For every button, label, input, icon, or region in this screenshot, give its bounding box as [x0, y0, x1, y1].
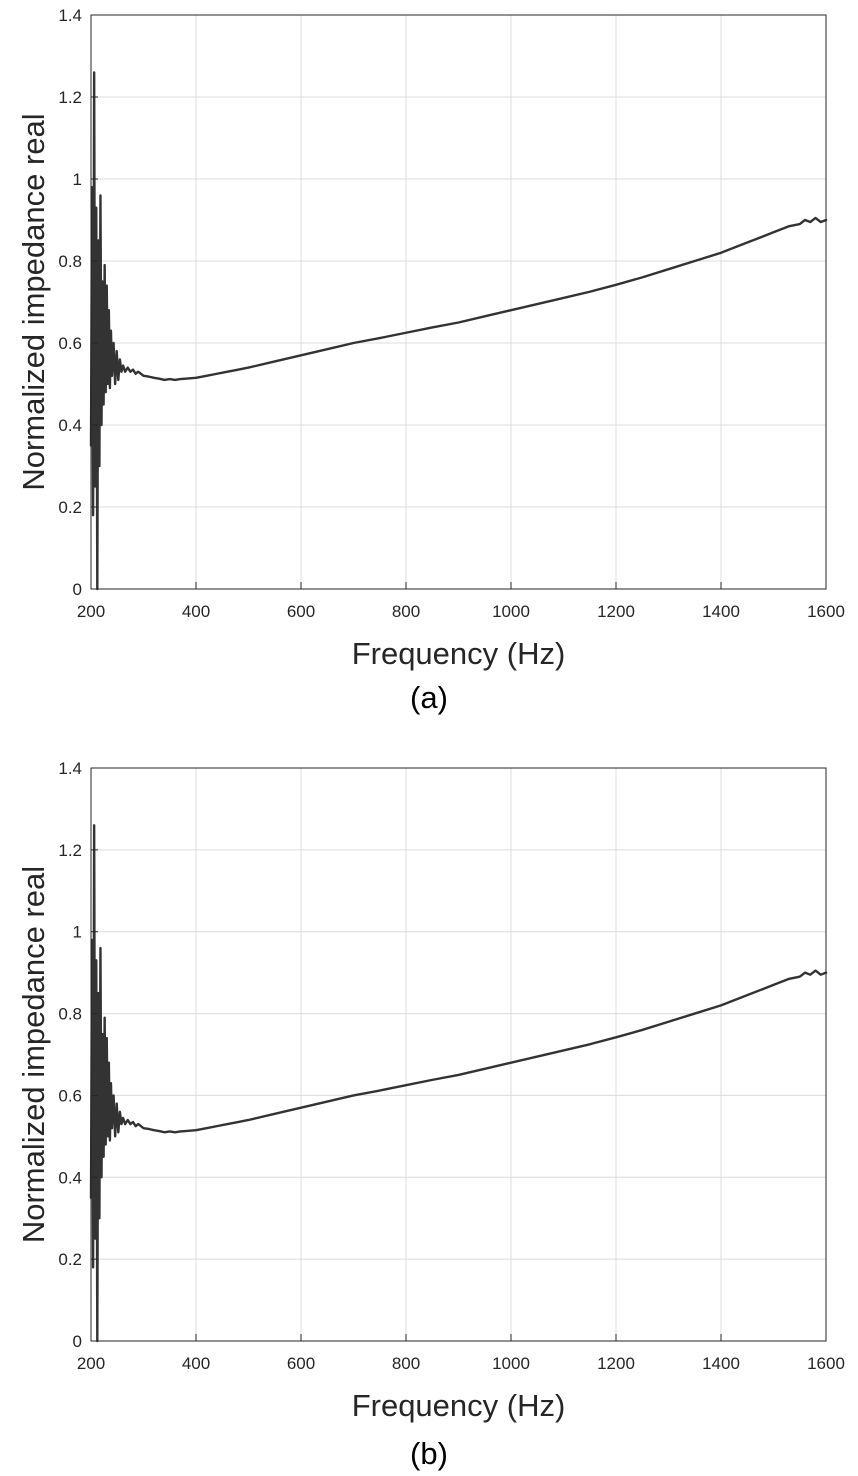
y-tick-label: 1.2	[58, 88, 82, 107]
x-tick-label: 400	[182, 602, 210, 621]
plot-area	[91, 15, 826, 589]
x-tick-label: 600	[287, 602, 315, 621]
x-tick-label: 200	[77, 1354, 105, 1373]
x-tick-label: 600	[287, 1354, 315, 1373]
y-tick-label: 1.2	[58, 841, 82, 860]
panel-caption: (b)	[410, 1436, 448, 1471]
y-axis-title: Normalized impedance real	[16, 113, 51, 490]
chart-panel-a: 200 400 600 800 1000 1200 1400 1600 0 0.2 0.4 0.6 0.…	[16, 6, 845, 715]
y-tick-label: 1	[73, 170, 82, 189]
x-tick-label: 800	[392, 602, 420, 621]
series-line-0	[89, 824, 828, 1343]
x-tick-label: 1600	[807, 602, 845, 621]
y-tick-label: 0.2	[58, 1250, 82, 1269]
x-tick-label: 1000	[492, 602, 530, 621]
y-tick-label: 0.6	[58, 1086, 82, 1105]
y-tick-label: 0.4	[58, 1168, 82, 1187]
y-tick-label: 0.6	[58, 334, 82, 353]
x-tick-label: 800	[392, 1354, 420, 1373]
x-tick-label: 1200	[597, 602, 635, 621]
x-tick-label: 1400	[702, 1354, 740, 1373]
y-tick-label: 1	[73, 923, 82, 942]
x-axis-title: Frequency (Hz)	[352, 1388, 566, 1423]
x-tick-label: 1600	[807, 1354, 845, 1373]
y-tick-label: 0.8	[58, 252, 82, 271]
y-tick-label: 1.4	[58, 759, 82, 778]
y-tick-label: 0.2	[58, 498, 82, 517]
x-tick-label: 400	[182, 1354, 210, 1373]
y-tick-label: 0.8	[58, 1005, 82, 1024]
x-tick-label: 1400	[702, 602, 740, 621]
plot-area	[91, 768, 826, 1341]
chart-panel-b: 200 400 600 800 1000 1200 1400 1600 0 0.2 0.4 0.6 0.…	[16, 759, 845, 1471]
y-tick-label: 0.4	[58, 416, 82, 435]
x-tick-label: 1200	[597, 1354, 635, 1373]
y-tick-label: 0	[73, 580, 82, 599]
y-tick-label: 1.4	[58, 6, 82, 25]
x-tick-label: 1000	[492, 1354, 530, 1373]
x-tick-label: 200	[77, 602, 105, 621]
axes-frame	[90, 14, 827, 590]
panel-caption: (a)	[410, 680, 448, 715]
y-tick-label: 0	[73, 1332, 82, 1351]
series-line-0	[89, 71, 828, 591]
axes-frame	[90, 767, 827, 1342]
y-axis-title: Normalized impedance real	[16, 866, 51, 1243]
x-axis-title: Frequency (Hz)	[352, 636, 566, 671]
